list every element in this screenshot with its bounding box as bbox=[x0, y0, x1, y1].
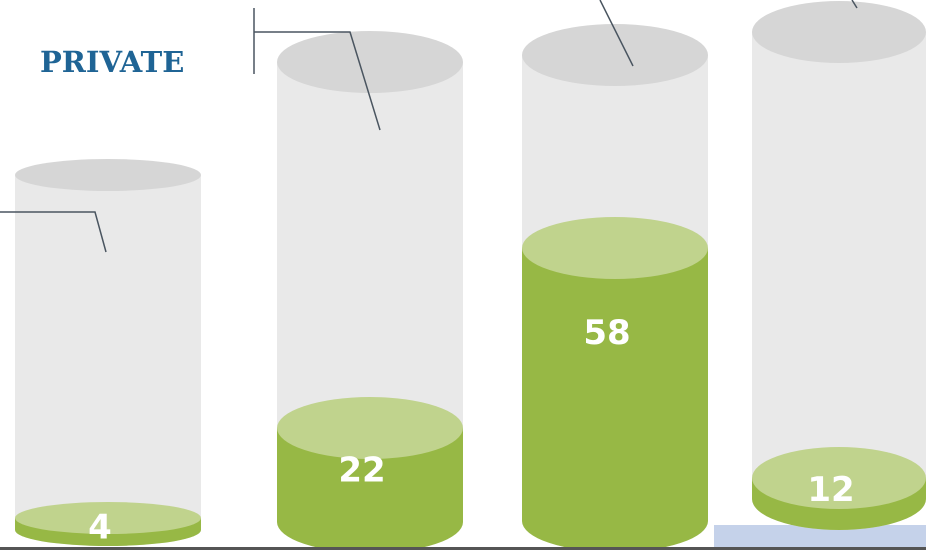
data-label-2: 22 bbox=[338, 450, 385, 490]
bar-top-2 bbox=[277, 397, 463, 459]
value-label-layer: 4 22 58 12 bbox=[88, 313, 855, 548]
leader-line-4 bbox=[851, 0, 858, 9]
bar-2 bbox=[277, 428, 463, 550]
bar-top-4 bbox=[752, 447, 926, 509]
bar-3 bbox=[522, 248, 708, 550]
cylinder-glass-top-4 bbox=[752, 1, 926, 63]
bar-top-1 bbox=[15, 502, 201, 534]
cylinder-glass-top-1 bbox=[15, 159, 201, 191]
leader-line-1 bbox=[0, 211, 107, 253]
page-title: PRIVATE bbox=[40, 45, 184, 79]
cylinder-fill-layer bbox=[15, 217, 926, 550]
data-label-1: 4 bbox=[88, 508, 112, 548]
leader-line-3 bbox=[599, 0, 634, 67]
leader-lines bbox=[0, 0, 858, 253]
cylinder-glass-top-2 bbox=[277, 31, 463, 93]
cylinder-glass-top-3 bbox=[522, 24, 708, 86]
cylinder-glass-1 bbox=[15, 175, 201, 546]
bar-top-3 bbox=[522, 217, 708, 279]
data-label-4: 12 bbox=[807, 470, 854, 510]
leader-line-2 bbox=[253, 8, 381, 131]
data-label-3: 58 bbox=[583, 313, 630, 353]
cylinder-glass-4 bbox=[752, 32, 926, 530]
